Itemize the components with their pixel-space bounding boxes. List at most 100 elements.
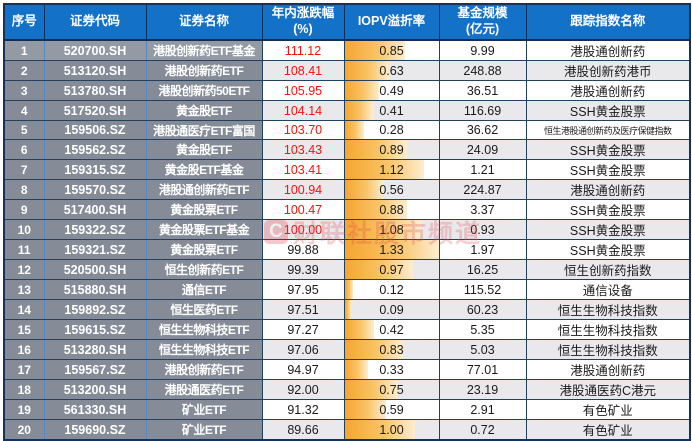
cell-index: 12 bbox=[3, 259, 45, 280]
cell-index: 17 bbox=[3, 359, 45, 380]
iopv-value: 0.09 bbox=[379, 302, 404, 317]
cell-iopv: 0.12 bbox=[343, 279, 440, 300]
cell-code: 513780.SH bbox=[43, 80, 147, 101]
cell-fund-scale: 3.37 bbox=[438, 199, 527, 220]
cell-index: 10 bbox=[3, 219, 45, 240]
iopv-data-bar bbox=[345, 360, 368, 379]
iopv-value: 0.83 bbox=[379, 342, 404, 357]
table-row: 12 520500.SH 恒生创新药ETF 99.39 0.97 16.25 恒… bbox=[3, 259, 691, 280]
col-header-code: 证券代码 bbox=[43, 3, 147, 41]
cell-ytd-change: 99.88 bbox=[261, 239, 345, 260]
cell-fund-scale: 16.25 bbox=[438, 259, 527, 280]
cell-fund-scale: 115.52 bbox=[438, 279, 527, 300]
table-row: 2 513120.SH 港股创新药ETF 108.41 0.63 248.88 … bbox=[3, 60, 691, 81]
cell-ytd-change: 104.14 bbox=[261, 100, 345, 121]
cell-index: 2 bbox=[3, 60, 45, 81]
table-row: 8 159570.SZ 港股通创新药ETF 100.94 0.56 224.87… bbox=[3, 179, 691, 200]
cell-code: 159321.SZ bbox=[43, 239, 147, 260]
cell-name: 港股创新药50ETF bbox=[145, 80, 263, 101]
cell-iopv: 0.42 bbox=[343, 319, 440, 340]
cell-name: 黄金股票ETF bbox=[145, 239, 263, 260]
iopv-data-bar bbox=[345, 260, 414, 279]
cell-tracking-index: SSH黄金股票 bbox=[525, 219, 691, 240]
cell-code: 513120.SH bbox=[43, 60, 147, 81]
cell-iopv: 1.12 bbox=[343, 159, 440, 180]
cell-code: 159322.SZ bbox=[43, 219, 147, 240]
cell-fund-scale: 1.21 bbox=[438, 159, 527, 180]
cell-index: 1 bbox=[3, 39, 45, 61]
cell-tracking-index: 有色矿业 bbox=[525, 399, 691, 420]
table-row: 9 517400.SH 黄金股票ETF 100.47 0.88 3.37 SSH… bbox=[3, 199, 691, 220]
col-header-tracking-index: 跟踪指数名称 bbox=[525, 3, 691, 41]
col-header-change: 年内涨跌幅 (%) bbox=[261, 3, 345, 41]
cell-name: 矿业ETF bbox=[145, 399, 263, 420]
iopv-value: 0.75 bbox=[379, 382, 404, 397]
iopv-value: 0.28 bbox=[379, 123, 404, 137]
iopv-value: 0.42 bbox=[379, 322, 404, 337]
iopv-data-bar bbox=[345, 200, 407, 219]
cell-ytd-change: 97.51 bbox=[261, 299, 345, 320]
iopv-data-bar bbox=[345, 320, 375, 339]
table-row: 17 159567.SZ 港股创新药ETF 94.97 0.33 77.01 港… bbox=[3, 359, 691, 380]
cell-code: 159570.SZ bbox=[43, 179, 147, 200]
iopv-data-bar bbox=[345, 240, 438, 259]
cell-tracking-index: 港股通创新药 bbox=[525, 39, 691, 61]
cell-ytd-change: 100.00 bbox=[261, 219, 345, 240]
cell-name: 恒生创新药ETF bbox=[145, 259, 263, 280]
iopv-data-bar bbox=[345, 140, 408, 159]
iopv-data-bar bbox=[345, 101, 374, 120]
header-row: 序号 证券代码 证券名称 年内涨跌幅 (%) IOPV溢折率 基金规模 (亿元) 跟… bbox=[3, 3, 691, 41]
iopv-data-bar bbox=[345, 380, 398, 399]
cell-name: 恒生生物科技ETF bbox=[145, 339, 263, 360]
cell-fund-scale: 36.62 bbox=[438, 120, 527, 140]
cell-fund-scale: 9.99 bbox=[438, 39, 527, 61]
cell-tracking-index: 恒生生物科技指数 bbox=[525, 299, 691, 320]
cell-name: 黄金股ETF bbox=[145, 100, 263, 121]
cell-tracking-index: 通信设备 bbox=[525, 279, 691, 300]
cell-code: 513280.SH bbox=[43, 339, 147, 360]
cell-ytd-change: 92.00 bbox=[261, 379, 345, 400]
table-row: 15 159615.SZ 恒生生物科技ETF 97.27 0.42 5.35 恒… bbox=[3, 319, 691, 340]
cell-iopv: 1.00 bbox=[343, 419, 440, 441]
iopv-data-bar bbox=[345, 220, 421, 239]
cell-index: 14 bbox=[3, 299, 45, 320]
table-row: 3 513780.SH 港股创新药50ETF 105.95 0.49 36.51… bbox=[3, 80, 691, 101]
cell-code: 517400.SH bbox=[43, 199, 147, 220]
cell-tracking-index: 港股创新药港币 bbox=[525, 60, 691, 81]
cell-tracking-index: SSH黄金股票 bbox=[525, 100, 691, 121]
iopv-value: 0.12 bbox=[379, 282, 404, 297]
cell-ytd-change: 100.94 bbox=[261, 179, 345, 200]
cell-code: 561330.SH bbox=[43, 399, 147, 420]
cell-tracking-index: 港股通创新药 bbox=[525, 359, 691, 380]
iopv-data-bar bbox=[345, 400, 387, 419]
iopv-value: 0.41 bbox=[379, 103, 404, 118]
iopv-value: 1.33 bbox=[379, 242, 404, 257]
cell-tracking-index: 有色矿业 bbox=[525, 419, 691, 441]
cell-ytd-change: 94.97 bbox=[261, 359, 345, 380]
cell-index: 9 bbox=[3, 199, 45, 220]
cell-index: 3 bbox=[3, 80, 45, 101]
cell-index: 20 bbox=[3, 419, 45, 441]
etf-table: 序号 证券代码 证券名称 年内涨跌幅 (%) IOPV溢折率 基金规模 (亿元) 跟… bbox=[3, 3, 691, 441]
cell-tracking-index: 恒生港股通创新药及医疗保健指数 bbox=[525, 120, 691, 140]
iopv-value: 1.12 bbox=[379, 162, 404, 177]
cell-tracking-index: SSH黄金股票 bbox=[525, 159, 691, 180]
table-row: 14 159892.SZ 恒生医药ETF 97.51 0.09 60.23 恒生… bbox=[3, 299, 691, 320]
cell-index: 5 bbox=[3, 120, 45, 140]
iopv-value: 0.89 bbox=[379, 142, 404, 157]
iopv-data-bar bbox=[345, 160, 424, 179]
cell-fund-scale: 2.91 bbox=[438, 399, 527, 420]
iopv-data-bar bbox=[345, 121, 365, 139]
cell-code: 159892.SZ bbox=[43, 299, 147, 320]
table-row: 1 520700.SH 港股创新药ETF基金 111.12 0.85 9.99 … bbox=[3, 39, 691, 61]
cell-code: 159615.SZ bbox=[43, 319, 147, 340]
cell-iopv: 0.89 bbox=[343, 139, 440, 160]
iopv-value: 0.97 bbox=[379, 262, 404, 277]
cell-code: 513200.SH bbox=[43, 379, 147, 400]
cell-fund-scale: 224.87 bbox=[438, 179, 527, 200]
iopv-data-bar bbox=[345, 81, 380, 100]
cell-fund-scale: 0.72 bbox=[438, 419, 527, 441]
cell-name: 恒生生物科技ETF bbox=[145, 319, 263, 340]
cell-name: 黄金股ETF bbox=[145, 139, 263, 160]
cell-code: 159315.SZ bbox=[43, 159, 147, 180]
